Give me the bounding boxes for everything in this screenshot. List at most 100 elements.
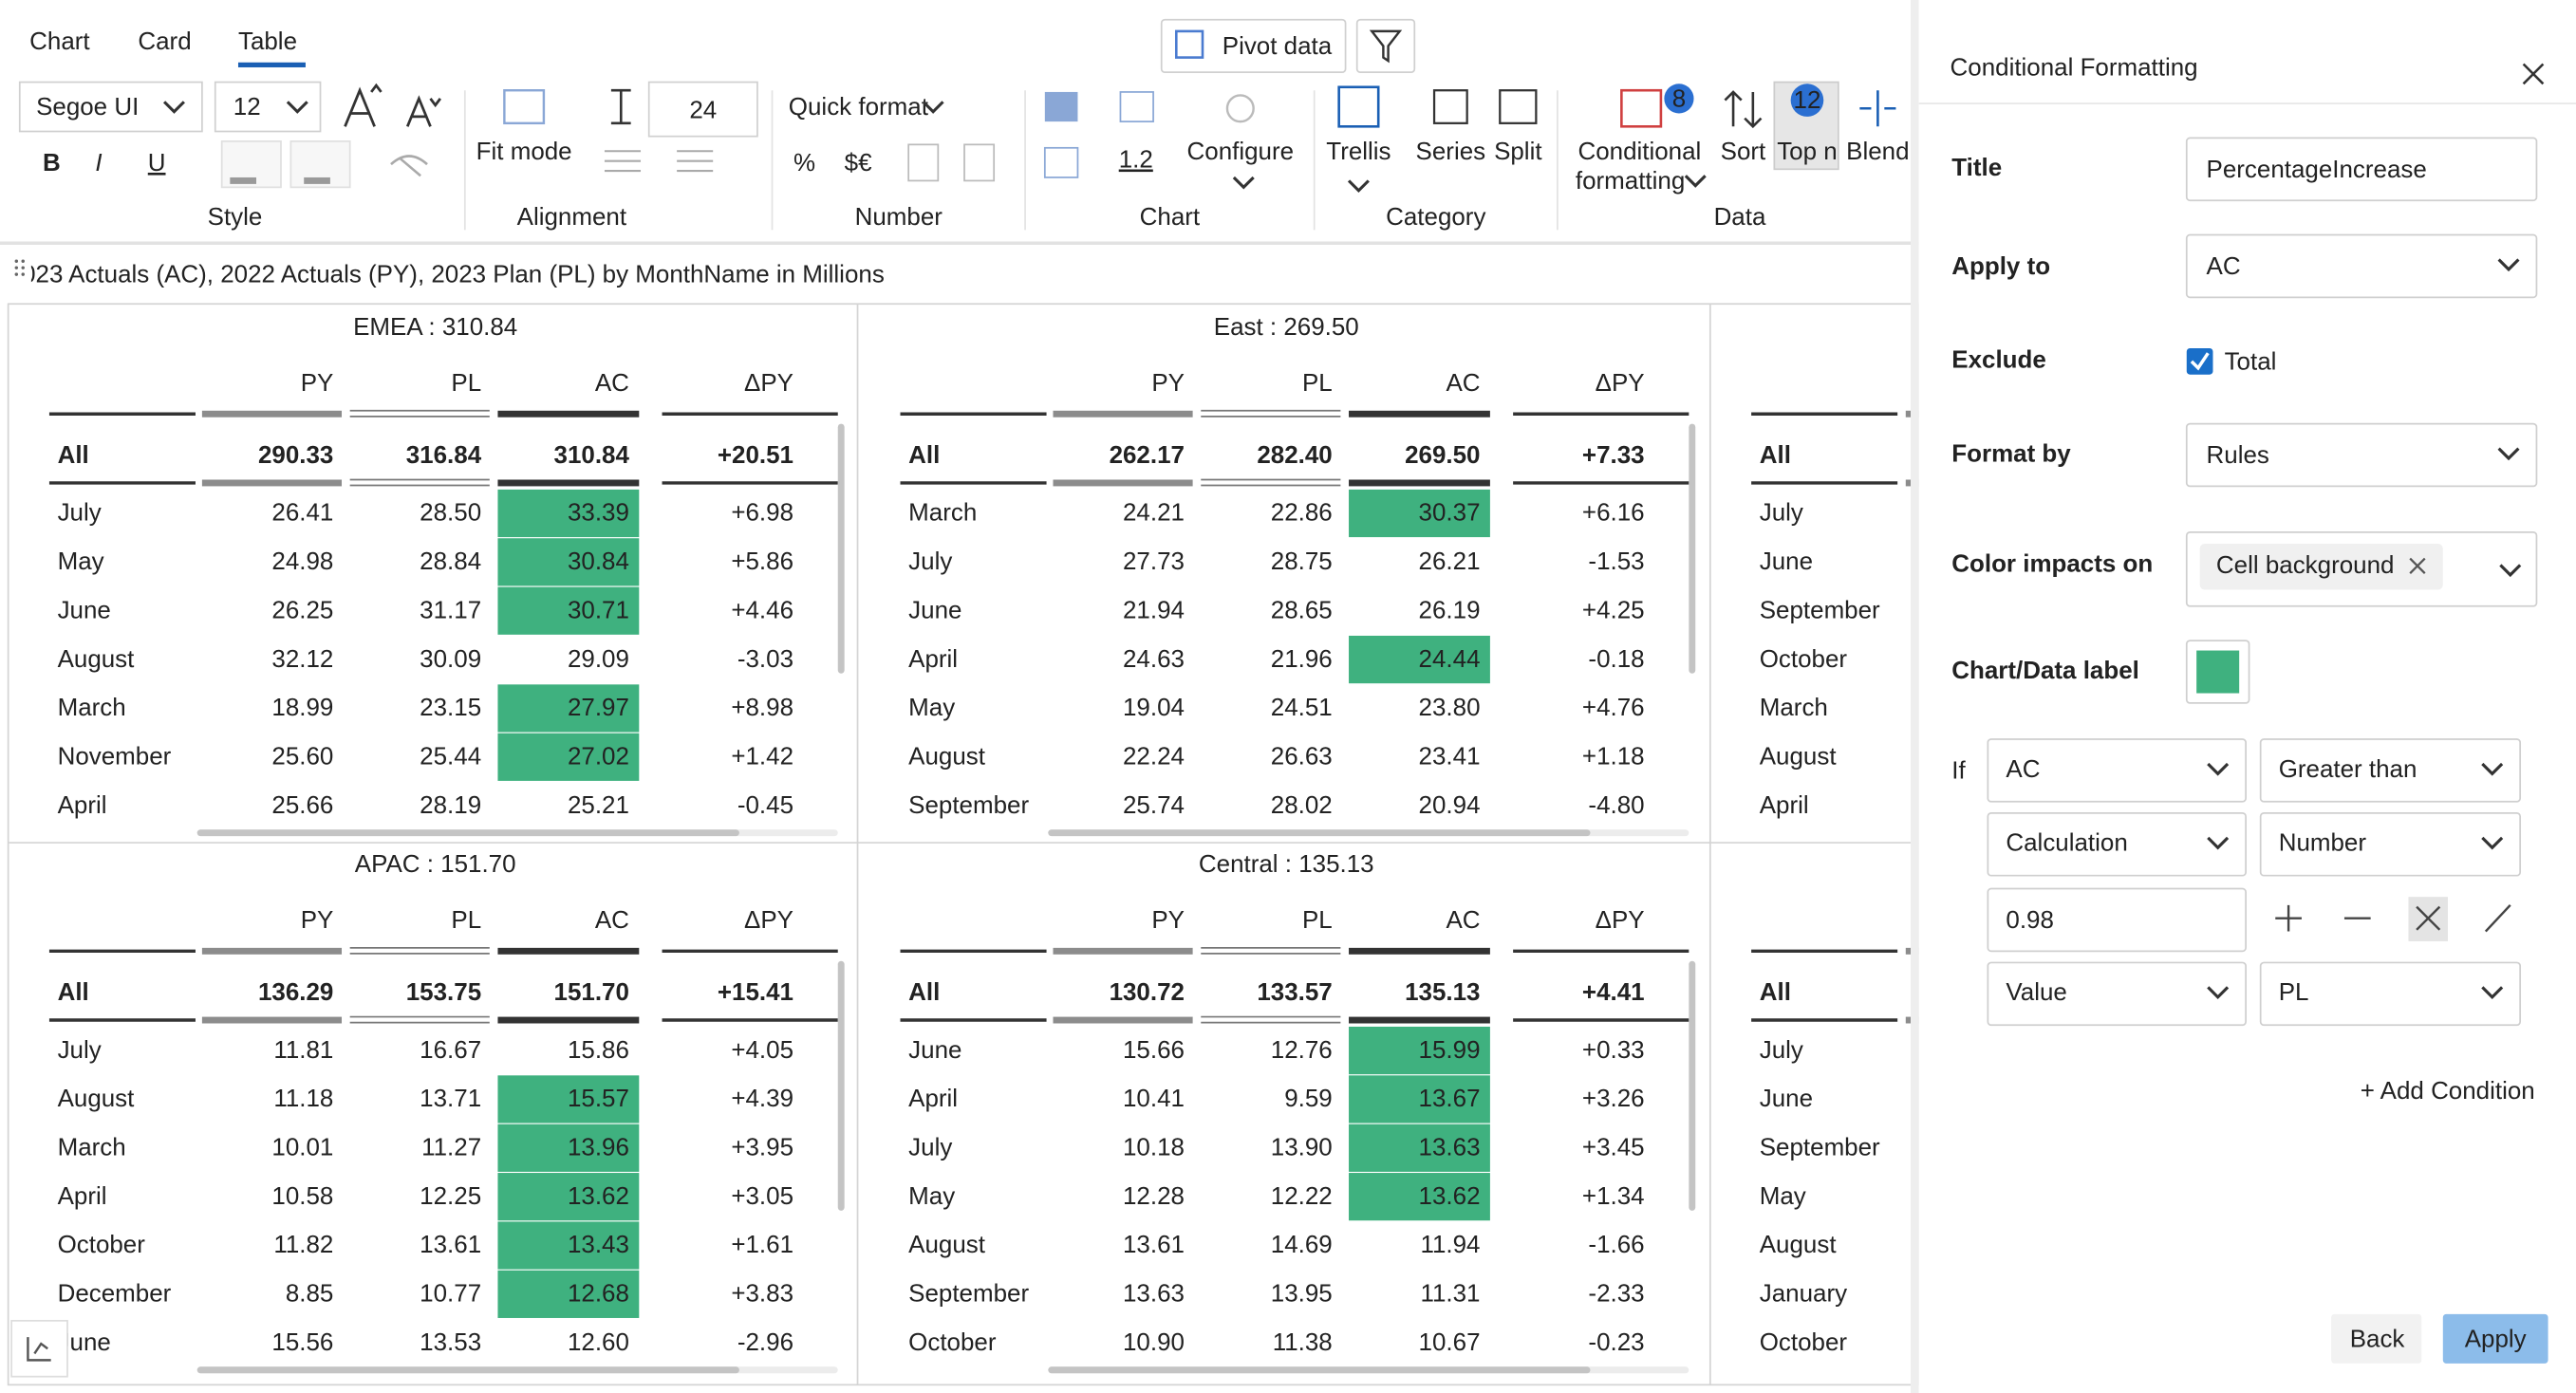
rule-dropdown[interactable]: [2259, 812, 2522, 877]
trellis-label[interactable]: Trellis: [1326, 137, 1391, 165]
vertical-scrollbar[interactable]: [1689, 960, 1696, 1211]
value-cell: 13.71: [420, 1084, 481, 1112]
row-label: April: [908, 1084, 958, 1112]
active-tab-underline: [237, 62, 306, 67]
filter-button[interactable]: [1355, 18, 1416, 74]
back-button[interactable]: [2331, 1313, 2422, 1364]
configure-label[interactable]: Configure: [1187, 137, 1295, 165]
vertical-scrollbar[interactable]: [837, 423, 845, 674]
highlight-cell: [497, 1270, 640, 1318]
row-label: September: [1760, 595, 1880, 623]
rule-dropdown[interactable]: [2259, 738, 2522, 803]
row-label: July: [908, 1133, 952, 1161]
horizontal-scrollbar[interactable]: [1048, 1366, 1591, 1374]
py-bar: [201, 1016, 343, 1024]
apply-to-dropdown[interactable]: [2185, 233, 2538, 299]
grow-font-icon: [344, 83, 383, 127]
ac-bar: [1349, 410, 1490, 418]
ac-bar: [497, 947, 640, 955]
title-input[interactable]: [2185, 137, 2538, 202]
badge: [1790, 84, 1824, 117]
exclude-checkbox[interactable]: [2186, 348, 2213, 375]
fit-mode-label[interactable]: Fit mode: [476, 137, 572, 165]
value-cell: +1.61: [731, 1230, 793, 1258]
chart-align-icon: [1044, 91, 1078, 122]
horizontal-scrollbar[interactable]: [196, 829, 739, 837]
value-cell: 13.61: [1123, 1230, 1185, 1258]
conditional-formatting-label[interactable]: Conditional: [1577, 137, 1701, 165]
rule-dropdown[interactable]: [1987, 738, 2247, 803]
settings-button[interactable]: [10, 1319, 68, 1378]
value-cell: 25.21: [568, 790, 629, 819]
value-cell: 19.04: [1123, 693, 1185, 721]
value-cell: +3.83: [731, 1279, 793, 1308]
column-header: PL: [451, 905, 481, 934]
rule-dropdown[interactable]: [1987, 961, 2247, 1027]
total-cell: 262.17: [1110, 440, 1185, 469]
factor-input[interactable]: [1987, 887, 2247, 953]
style-button[interactable]: I: [95, 148, 102, 176]
value-cell: 12.68: [568, 1279, 629, 1308]
tab[interactable]: Card: [138, 27, 191, 55]
row-label: June: [1760, 1084, 1813, 1112]
value-cell: 24.44: [1419, 644, 1481, 673]
horizontal-scrollbar[interactable]: [196, 1366, 739, 1374]
check-mark: [2190, 352, 2210, 371]
value-cell: 12.60: [568, 1328, 629, 1356]
value-cell: 25.74: [1123, 790, 1185, 819]
value-cell: 25.60: [271, 742, 333, 771]
value-cell: 11.94: [1420, 1230, 1480, 1258]
value-cell: 13.95: [1271, 1279, 1333, 1308]
total-cell: 136.29: [258, 977, 333, 1006]
data-label-size[interactable]: 1.2: [1119, 145, 1153, 174]
highlight-cell: [497, 684, 640, 733]
conditional-formatting-label[interactable]: formatting: [1576, 166, 1685, 195]
style-button[interactable]: U: [148, 148, 166, 176]
line-height-input[interactable]: [647, 81, 758, 138]
chip-remove[interactable]: [2409, 557, 2426, 574]
vertical-scrollbar[interactable]: [837, 960, 845, 1211]
value-cell: 30.09: [420, 644, 481, 673]
handle-dot: [14, 272, 19, 276]
font-dropdown[interactable]: [18, 81, 203, 133]
close-button[interactable]: [2522, 63, 2545, 85]
currency-button[interactable]: $€: [845, 148, 872, 176]
value-cell: 18.99: [271, 693, 333, 721]
value-cell: 23.15: [420, 693, 481, 721]
highlight-cell: [497, 733, 640, 781]
apply-button[interactable]: [2442, 1313, 2548, 1364]
value-cell: 24.51: [1271, 693, 1333, 721]
quick-format-dropdown[interactable]: [781, 82, 996, 129]
rule-dropdown[interactable]: [2259, 961, 2522, 1027]
row-label: May: [1760, 1181, 1806, 1210]
increase-decimal-icon: [963, 143, 996, 182]
series-label[interactable]: Series: [1416, 137, 1486, 165]
divide-operator[interactable]: [2484, 904, 2511, 933]
rule-dropdown[interactable]: [1987, 812, 2247, 877]
rule-value: Greater than: [2279, 754, 2417, 783]
value-cell: 22.24: [1123, 742, 1185, 771]
sort-label[interactable]: Sort: [1721, 137, 1766, 165]
blend-label[interactable]: Blend: [1846, 137, 1909, 165]
group-label: Style: [208, 202, 263, 231]
value-cell: 10.77: [420, 1279, 481, 1308]
tab[interactable]: Chart: [29, 27, 90, 55]
add-condition[interactable]: + Add Condition: [2361, 1076, 2535, 1105]
split-label[interactable]: Split: [1494, 137, 1542, 165]
total-cell: +7.33: [1582, 440, 1645, 469]
horizontal-scrollbar[interactable]: [1048, 829, 1591, 837]
tab[interactable]: Table: [238, 27, 297, 55]
value-cell: +3.95: [731, 1133, 793, 1161]
size-dropdown[interactable]: [214, 81, 322, 133]
row-label: March: [1760, 693, 1828, 721]
value-cell: -4.80: [1588, 790, 1644, 819]
format-by-dropdown[interactable]: [2185, 422, 2538, 488]
vertical-scrollbar[interactable]: [1689, 423, 1696, 674]
apply-to-value: AC: [2207, 251, 2241, 280]
row-label: October: [1760, 1328, 1848, 1356]
value-cell: 30.84: [568, 547, 629, 575]
pivot-button[interactable]: [1160, 18, 1347, 74]
style-button[interactable]: B: [43, 148, 61, 176]
percent-button[interactable]: %: [793, 148, 815, 176]
plus-operator[interactable]: [2275, 904, 2302, 932]
